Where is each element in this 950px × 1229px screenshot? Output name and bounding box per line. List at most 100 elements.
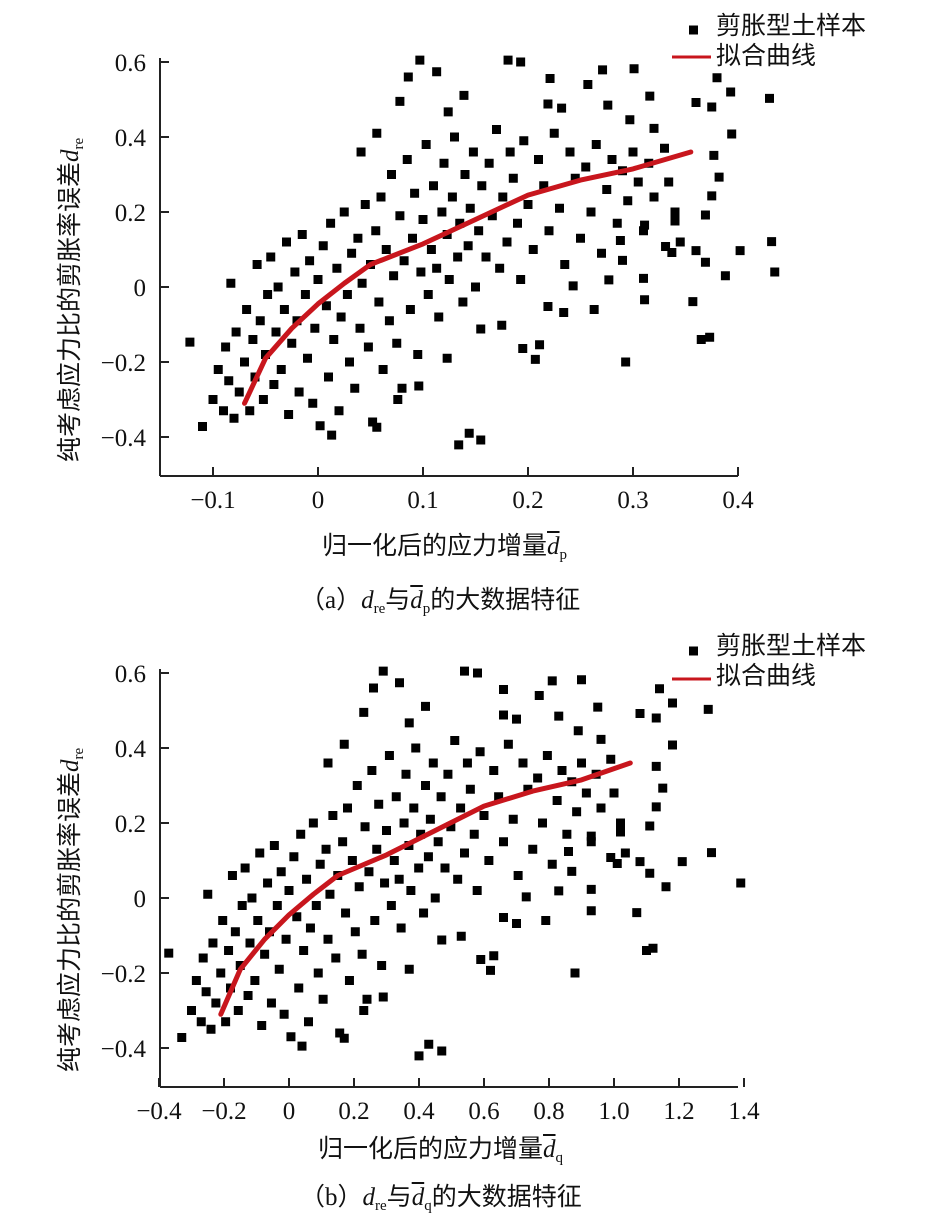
data-point bbox=[279, 305, 289, 314]
data-point bbox=[356, 147, 366, 157]
x-tick-label: 1.0 bbox=[598, 1098, 629, 1125]
data-point bbox=[386, 901, 396, 910]
data-point bbox=[389, 856, 399, 865]
scatter-panel-b: −0.4 −0.2 0 0.2 0.4 0.6 0.8 1.0 1.2 1.4 −0.4 −0.2 0 0… bbox=[101, 646, 760, 1125]
data-point bbox=[670, 216, 680, 226]
data-point bbox=[439, 158, 449, 168]
data-point bbox=[315, 421, 325, 431]
data-point bbox=[371, 226, 381, 236]
data-point bbox=[586, 207, 596, 217]
data-point bbox=[476, 435, 486, 445]
caption-var2-sub: p bbox=[422, 601, 431, 617]
data-point bbox=[372, 128, 382, 138]
data-point bbox=[328, 811, 338, 820]
data-point bbox=[442, 353, 452, 363]
data-point bbox=[621, 357, 631, 367]
data-point bbox=[355, 323, 365, 333]
data-point bbox=[567, 866, 577, 876]
caption-var1: d bbox=[362, 1184, 376, 1211]
data-point bbox=[538, 818, 547, 828]
data-point bbox=[446, 822, 456, 832]
data-point bbox=[534, 691, 544, 700]
data-point bbox=[559, 308, 569, 317]
legend-line-label-a: 拟合曲线 bbox=[716, 43, 817, 70]
data-point bbox=[645, 868, 655, 878]
scatter-points bbox=[185, 55, 780, 450]
data-point bbox=[389, 271, 399, 281]
data-point bbox=[354, 882, 364, 892]
data-point bbox=[443, 769, 453, 779]
data-point bbox=[245, 406, 255, 416]
data-point bbox=[297, 230, 307, 239]
y-axis-label-sub: re bbox=[71, 747, 87, 760]
data-point bbox=[640, 220, 650, 230]
data-point bbox=[691, 98, 701, 107]
data-point bbox=[284, 886, 294, 895]
data-point bbox=[668, 698, 677, 708]
x-tick-label: 0 bbox=[312, 487, 325, 514]
data-point bbox=[302, 874, 312, 884]
data-point bbox=[425, 814, 435, 824]
data-point bbox=[541, 916, 551, 925]
data-point bbox=[266, 998, 276, 1008]
data-point bbox=[720, 271, 730, 281]
data-point bbox=[528, 245, 538, 254]
data-point bbox=[612, 859, 622, 868]
data-point bbox=[447, 192, 457, 202]
data-point bbox=[570, 968, 580, 978]
data-point bbox=[164, 948, 174, 958]
legend-scatter-label-b: 剪胀型土样本 bbox=[716, 633, 867, 660]
data-point bbox=[486, 965, 495, 975]
data-point bbox=[770, 267, 780, 277]
data-point bbox=[416, 829, 426, 839]
data-point bbox=[410, 188, 420, 198]
data-point bbox=[498, 192, 508, 202]
data-point bbox=[339, 1033, 349, 1043]
data-point bbox=[318, 241, 328, 251]
data-point bbox=[463, 241, 473, 251]
data-point bbox=[508, 173, 518, 183]
data-point bbox=[350, 927, 360, 937]
caption-mid: 与 bbox=[386, 1184, 412, 1211]
data-point bbox=[401, 769, 411, 779]
x-tick-label: 0 bbox=[283, 1098, 296, 1125]
data-point bbox=[397, 383, 407, 393]
data-point bbox=[218, 916, 228, 925]
data-point bbox=[213, 365, 223, 374]
data-point bbox=[198, 422, 207, 431]
x-tick-label: 0.4 bbox=[722, 487, 754, 514]
data-point bbox=[648, 943, 658, 953]
legend-scatter-label-a: 剪胀型土样本 bbox=[716, 13, 867, 40]
data-point bbox=[521, 892, 531, 902]
data-point bbox=[229, 413, 239, 423]
data-point bbox=[505, 147, 515, 157]
data-point bbox=[700, 257, 710, 267]
x-axis-label-text: 归一化后的应力增量 bbox=[318, 1136, 544, 1163]
data-point bbox=[372, 844, 382, 854]
data-point bbox=[437, 935, 447, 945]
x-tick-label: 0.2 bbox=[512, 487, 543, 514]
data-point bbox=[568, 281, 578, 291]
data-point bbox=[700, 210, 710, 220]
data-point bbox=[269, 380, 279, 389]
data-point bbox=[396, 923, 406, 933]
data-point bbox=[596, 734, 606, 744]
x-tick-label: 0.3 bbox=[617, 487, 648, 514]
data-point bbox=[625, 115, 635, 125]
x-tick-label: −0.4 bbox=[136, 1098, 182, 1125]
data-point bbox=[502, 237, 512, 247]
data-point bbox=[586, 837, 596, 847]
y-axis-label-text: 纯考虑应力比的剪胀率误差 bbox=[57, 161, 84, 462]
data-point bbox=[384, 751, 394, 760]
x-tick-label: −0.1 bbox=[190, 487, 235, 514]
data-point bbox=[616, 818, 625, 828]
data-point bbox=[512, 919, 521, 928]
data-point bbox=[581, 788, 591, 798]
data-point bbox=[609, 788, 619, 798]
data-point bbox=[359, 707, 369, 717]
data-point bbox=[458, 297, 468, 307]
data-point bbox=[649, 192, 659, 202]
legend-scatter-marker bbox=[689, 25, 698, 35]
data-point bbox=[460, 848, 469, 858]
data-point bbox=[332, 263, 342, 273]
